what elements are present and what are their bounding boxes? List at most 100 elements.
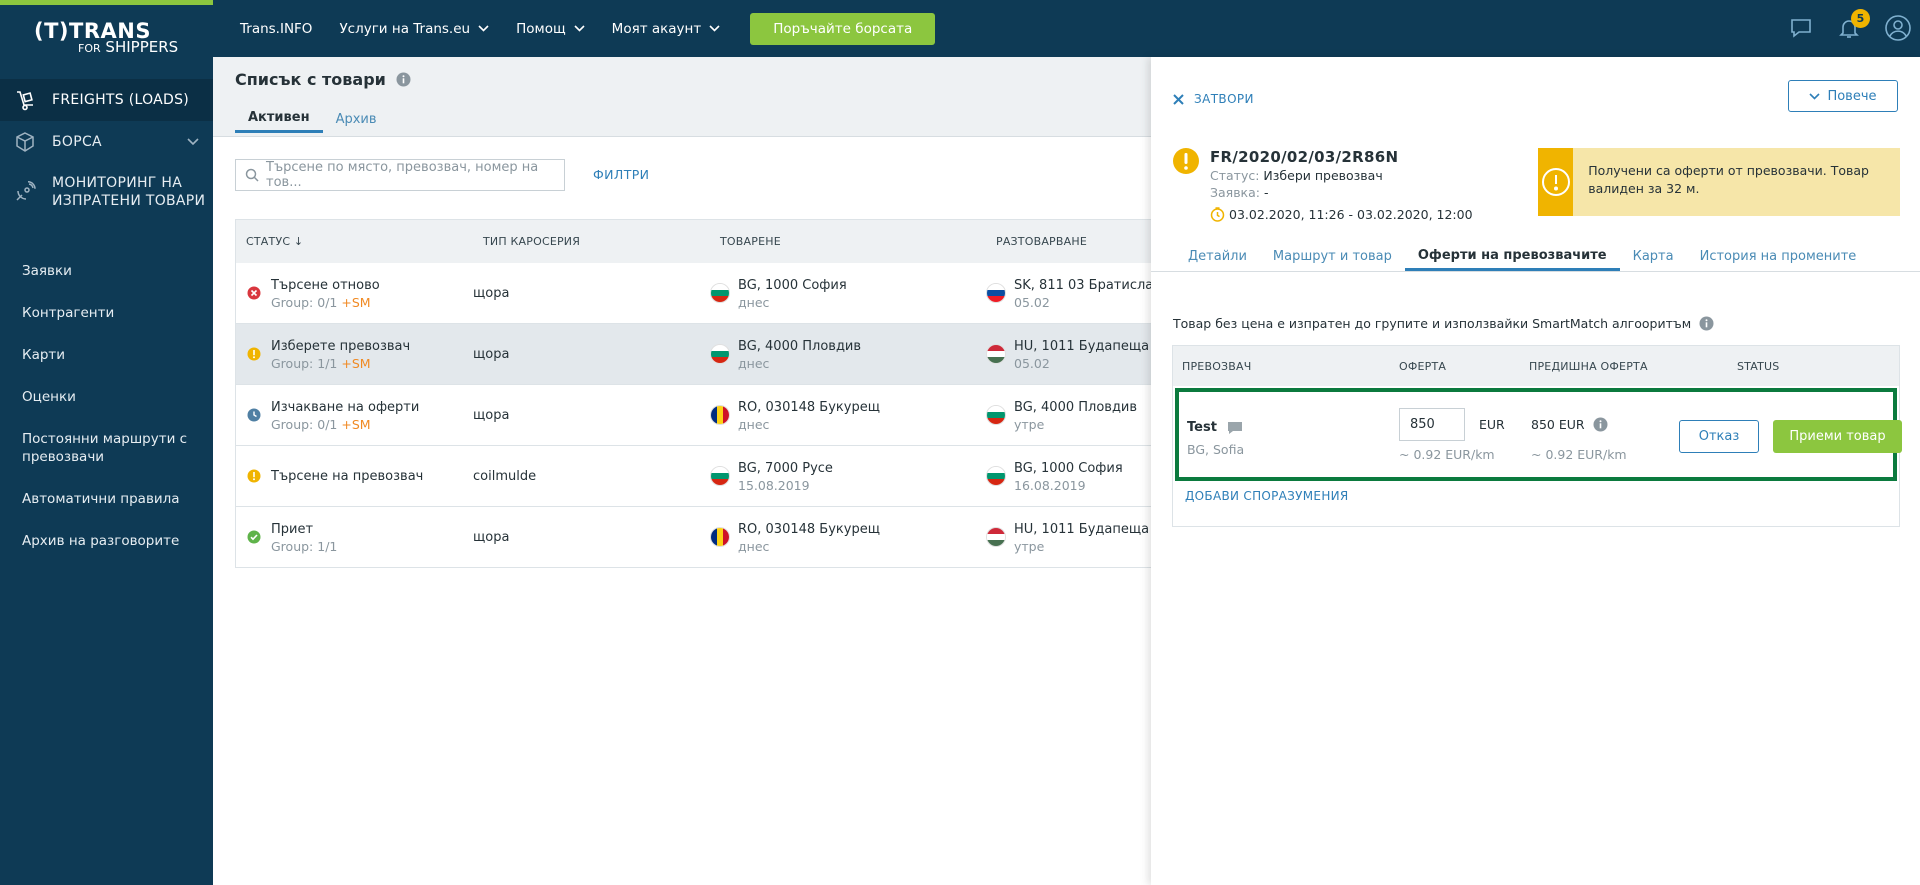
- chevron-down-icon: [709, 25, 720, 32]
- sidebar-item-permanent-routes[interactable]: Постоянни маршрути с превозвачи: [22, 431, 188, 465]
- table-body: Търсене отново Group: 0/1 +SM щора BG, 1000…: [236, 263, 1152, 568]
- table-row[interactable]: Изберете превозвач Group: 1/1 +SM щора BG, …: [236, 324, 1151, 385]
- header-menu-account[interactable]: Моят акаунт: [612, 21, 721, 37]
- status-cell: Изчакване на оферти Group: 0/1 +SM: [236, 385, 473, 446]
- info-icon[interactable]: [1699, 316, 1714, 331]
- unloading-place: BG, 4000 Пловдив: [1014, 399, 1138, 415]
- column-header-body-type[interactable]: ТИП КАРОСЕРИЯ: [483, 235, 581, 248]
- sidebar-item-ratings[interactable]: Оценки: [22, 389, 76, 405]
- header-link-label: Услуги на Trans.eu: [339, 20, 471, 37]
- chevron-down-icon: [187, 138, 199, 146]
- table-row[interactable]: Изчакване на оферти Group: 0/1 +SM щора RO,…: [236, 385, 1151, 446]
- offers-alert: Получени са оферти от превозвачи. Товар …: [1538, 148, 1900, 216]
- notifications-button[interactable]: 5: [1837, 9, 1870, 40]
- order-exchange-button[interactable]: Поръчайте борсата: [750, 12, 936, 45]
- search-input[interactable]: Търсене по място, превозвач, номер на то…: [235, 159, 565, 191]
- sidebar-item-requests[interactable]: Заявки: [22, 263, 72, 279]
- loading-date: днес: [738, 294, 770, 310]
- loading-date: днес: [738, 538, 770, 554]
- status-text: Изберете превозвач: [271, 338, 411, 354]
- search-icon: [245, 168, 259, 182]
- body-type-text: щора: [473, 530, 510, 545]
- status-label: Статус:: [1210, 168, 1260, 183]
- table-row[interactable]: Търсене отново Group: 0/1 +SM щора BG, 1000…: [236, 263, 1152, 324]
- tab-details[interactable]: Детайли: [1188, 249, 1247, 264]
- unloading-cell: HU, 1011 Будапеща утре: [986, 507, 1152, 568]
- column-header-status[interactable]: СТАТУС ↓: [246, 235, 304, 248]
- loading-cell: BG, 7000 Русе 15.08.2019: [710, 446, 986, 507]
- header-menu-help[interactable]: Помощ: [516, 21, 585, 37]
- warning-icon: [247, 469, 261, 483]
- tabs-divider: [213, 136, 1151, 137]
- body-type-text: coilmulde: [473, 469, 537, 484]
- panel-tabs-divider: [1151, 271, 1920, 272]
- accept-offer-button[interactable]: Приеми товар: [1773, 420, 1902, 453]
- unloading-date: 05.02: [1014, 355, 1050, 371]
- status-cell: Търсене отново Group: 0/1 +SM: [236, 263, 473, 324]
- column-header-unloading[interactable]: РАЗТОВАРВАНЕ: [996, 235, 1087, 248]
- tab-active[interactable]: Активен: [235, 105, 323, 133]
- unloading-place: SK, 811 03 Братислава: [1014, 277, 1152, 293]
- sidebar-sub-nav: Заявки Контрагенти Карти Оценки Постоянн…: [0, 250, 213, 562]
- info-icon[interactable]: [1593, 417, 1608, 432]
- close-label: ЗАТВОРИ: [1194, 92, 1254, 106]
- tab-archive[interactable]: Архив: [335, 111, 377, 127]
- header-menu-services[interactable]: Услуги на Trans.eu: [339, 21, 489, 37]
- sidebar-item-exchange[interactable]: БОРСА: [0, 121, 213, 163]
- flag-icon: [710, 283, 730, 303]
- status-text: Търсене отново: [271, 277, 380, 293]
- offers-table: ПРЕВОЗВАЧ ОФЕРТА ПРЕДИШНА ОФЕРТА STATUS …: [1172, 345, 1902, 527]
- sidebar-main-nav: FREIGHTS (LOADS) БОРСА МОНИТОРИНГ НА ИЗП…: [0, 79, 213, 221]
- loading-cell: RO, 030148 Букурещ днес: [710, 385, 986, 446]
- table-row[interactable]: Търсене на превозвач coilmulde BG, 7000 Ру…: [236, 446, 1151, 507]
- chevron-down-icon: [1809, 92, 1821, 100]
- clock-icon: [1210, 207, 1225, 222]
- sidebar-item-maps[interactable]: Карти: [22, 347, 66, 363]
- chat-icon[interactable]: [1789, 16, 1813, 40]
- tab-route-cargo[interactable]: Маршрут и товар: [1272, 249, 1392, 264]
- request-label: Заявка:: [1210, 185, 1260, 200]
- unloading-cell: SK, 811 03 Братислава05.02: [986, 263, 1152, 324]
- header-link-transinfo[interactable]: Trans.INFO: [240, 21, 312, 37]
- logo-subtext: FOR SHIPPERS: [78, 38, 179, 56]
- close-panel-button[interactable]: ЗАТВОРИ: [1173, 92, 1254, 106]
- group-text: Group: 0/1 +SM: [271, 294, 371, 310]
- sidebar-item-chat-archive[interactable]: Архив на разговорите: [22, 533, 180, 549]
- column-header-loading[interactable]: ТОВАРЕНЕ: [720, 235, 781, 248]
- previous-offer: 850 EUR: [1531, 417, 1608, 432]
- warning-icon: [247, 347, 261, 361]
- body-type-cell: щора: [473, 324, 710, 385]
- request-value: -: [1263, 185, 1269, 200]
- tab-carrier-offers[interactable]: Оферти на превозвачите: [1404, 242, 1620, 271]
- tab-map[interactable]: Карта: [1632, 249, 1674, 264]
- alert-icon-bar: [1538, 148, 1574, 216]
- flag-icon: [710, 344, 730, 364]
- sidebar-item-contractors[interactable]: Контрагенти: [22, 305, 115, 321]
- tab-history[interactable]: История на промените: [1699, 249, 1857, 264]
- reject-offer-button[interactable]: Отказ: [1679, 420, 1759, 453]
- freight-list-area: Списък с товари Активен Архив Търсене по…: [213, 57, 1152, 885]
- user-avatar-icon[interactable]: [1885, 15, 1911, 41]
- filters-button[interactable]: ФИЛТРИ: [593, 167, 650, 182]
- message-icon[interactable]: [1227, 421, 1243, 435]
- panel-tabs: Детайли Маршрут и товар Оферти на превоз…: [1151, 242, 1920, 340]
- check-icon: [247, 530, 261, 544]
- sidebar-item-automatic-rules[interactable]: Автоматични правила: [22, 491, 180, 507]
- info-icon[interactable]: [396, 72, 411, 87]
- sidebar-item-freights[interactable]: FREIGHTS (LOADS): [0, 79, 213, 121]
- more-button[interactable]: Повече: [1788, 80, 1898, 112]
- trans-logo[interactable]: (T)TRANS FOR SHIPPERS: [34, 20, 184, 56]
- status-text: Изчакване на оферти: [271, 399, 420, 415]
- sidebar-item-monitoring[interactable]: МОНИТОРИНГ НА ИЗПРАТЕНИ ТОВАРИ: [0, 163, 213, 221]
- carrier-name[interactable]: Test: [1187, 420, 1243, 435]
- status-text: Търсене на превозвач: [271, 469, 424, 484]
- previous-offer-value: 850 EUR: [1531, 417, 1585, 432]
- unloading-place: BG, 1000 София: [1014, 460, 1123, 476]
- clock-icon: [247, 408, 261, 422]
- table-row[interactable]: Приет Group: 1/1 щора RO, 030148 Букурещ дн…: [236, 507, 1151, 568]
- sidebar: (T)TRANS FOR SHIPPERS FREIGHTS (LOADS) Б…: [0, 0, 213, 885]
- offer-value-input[interactable]: 850: [1399, 408, 1465, 441]
- flag-icon: [710, 405, 730, 425]
- loading-date: днес: [738, 355, 770, 371]
- add-agreement-link[interactable]: ДОБАВИ СПОРАЗУМЕНИЯ: [1185, 489, 1349, 503]
